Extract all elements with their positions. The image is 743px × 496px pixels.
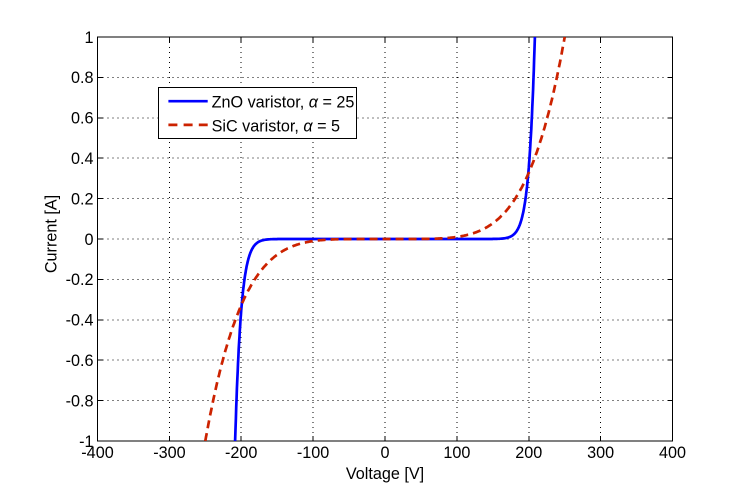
svg-text:0.4: 0.4 (71, 150, 94, 168)
svg-text:-100: -100 (297, 444, 329, 462)
svg-text:-200: -200 (225, 444, 257, 462)
svg-text:0: 0 (380, 444, 389, 462)
svg-text:300: 300 (587, 444, 614, 462)
svg-text:SiC varistor, α = 5: SiC varistor, α = 5 (212, 118, 340, 136)
svg-text:100: 100 (443, 444, 470, 462)
svg-text:400: 400 (659, 444, 686, 462)
svg-text:-400: -400 (81, 444, 113, 462)
svg-text:0: 0 (84, 231, 93, 249)
svg-text:Voltage [V]: Voltage [V] (346, 465, 424, 483)
svg-text:200: 200 (515, 444, 542, 462)
svg-text:-300: -300 (153, 444, 185, 462)
svg-text:ZnO varistor, α = 25: ZnO varistor, α = 25 (212, 94, 355, 112)
svg-text:-0.4: -0.4 (66, 312, 94, 330)
svg-text:-0.2: -0.2 (66, 271, 94, 289)
svg-text:0.6: 0.6 (71, 110, 94, 128)
svg-text:Current [A]: Current [A] (43, 195, 61, 273)
svg-text:1: 1 (84, 29, 93, 47)
svg-text:-0.6: -0.6 (66, 352, 94, 370)
svg-text:-1: -1 (79, 433, 93, 451)
svg-text:-0.8: -0.8 (66, 392, 94, 410)
svg-text:0.2: 0.2 (71, 190, 94, 208)
svg-text:0.8: 0.8 (71, 69, 94, 87)
